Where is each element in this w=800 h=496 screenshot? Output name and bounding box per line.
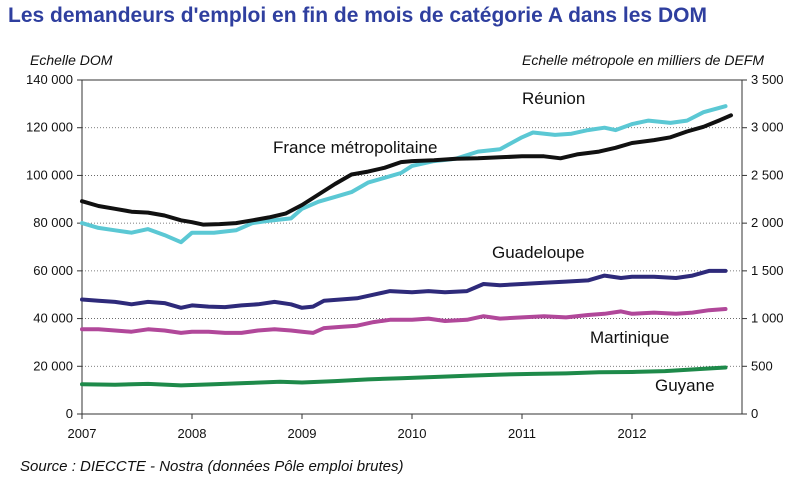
series-line-1 [80, 113, 733, 227]
right-tick-label: 2 000 [751, 215, 784, 230]
source-note: Source : DIECCTE - Nostra (données Pôle … [20, 458, 404, 475]
right-tick-label: 1 500 [751, 263, 784, 278]
series-label-0: Réunion [522, 89, 585, 108]
series-label-3: Martinique [590, 328, 669, 347]
left-tick-label: 40 000 [33, 311, 73, 326]
series-labels: Réunion France métropolitaine Guadeloupe Ma… [273, 89, 715, 395]
left-tick-label: 60 000 [33, 263, 73, 278]
right-tick-label: 3 500 [751, 72, 784, 87]
right-tick-label: 500 [751, 358, 773, 373]
right-tick-label: 2 500 [751, 167, 784, 182]
x-tick-label: 2008 [178, 426, 207, 441]
series-line-3 [80, 307, 728, 335]
right-tick-label: 3 000 [751, 120, 784, 135]
right-tick-label: 0 [751, 406, 758, 421]
x-tick-label: 2012 [618, 426, 647, 441]
series-label-1: France métropolitaine [273, 138, 437, 157]
series-lines [80, 104, 733, 388]
x-tick-label: 2010 [398, 426, 427, 441]
left-tick-label: 140 000 [26, 72, 73, 87]
right-axis-ticks: 0 500 1 000 1 500 2 000 2 500 3 000 3 500 [742, 72, 784, 421]
left-tick-label: 120 000 [26, 120, 73, 135]
left-axis-ticks: 0 20 000 40 000 60 000 80 000 100 000 120 000 1… [26, 72, 82, 421]
x-tick-label: 2009 [288, 426, 317, 441]
right-axis-label: Echelle métropole en milliers de DEFM [522, 52, 764, 68]
chart-title: Les demandeurs d'emploi en fin de mois d… [8, 4, 707, 27]
plot-frame [81, 79, 743, 415]
left-tick-label: 0 [66, 406, 73, 421]
left-tick-label: 100 000 [26, 167, 73, 182]
x-tick-label: 2007 [68, 426, 97, 441]
series-label-4: Guyane [655, 376, 715, 395]
x-axis-ticks: 2007 2008 2009 2010 2011 2012 [68, 414, 647, 441]
series-line-4 [80, 365, 728, 388]
left-axis-label: Echelle DOM [30, 52, 113, 68]
series-label-2: Guadeloupe [492, 243, 585, 262]
series-line-0 [80, 104, 728, 245]
series-line-2 [80, 268, 728, 310]
x-tick-label: 2011 [508, 426, 536, 441]
right-tick-label: 1 000 [751, 311, 784, 326]
left-tick-label: 80 000 [33, 215, 73, 230]
left-tick-label: 20 000 [33, 358, 73, 373]
